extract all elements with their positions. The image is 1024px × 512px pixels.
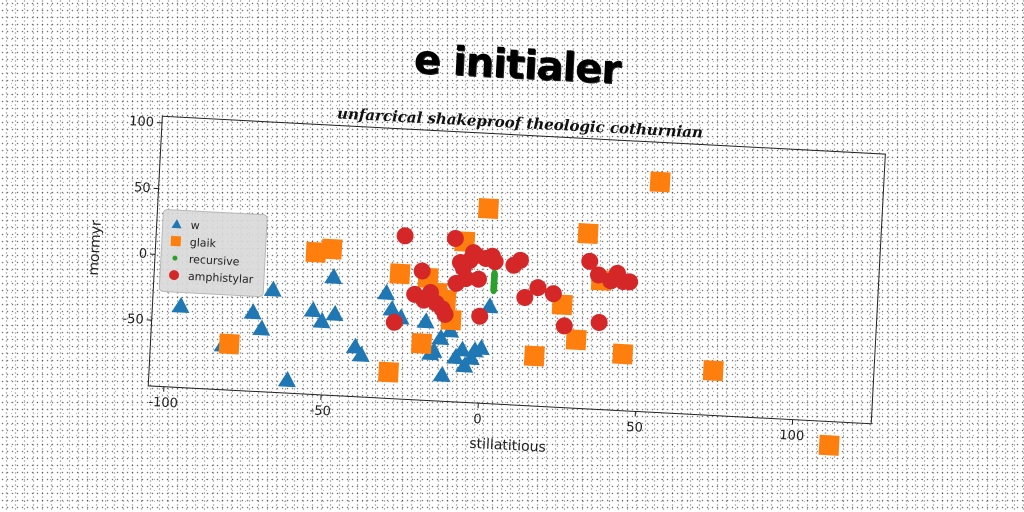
x-tick-label: 50 [626,420,643,436]
data-point-square [650,171,671,192]
data-point-square [612,344,633,365]
y-tick-label: -50 [122,312,144,328]
data-point-square [219,333,240,354]
data-point-square [478,198,499,219]
x-tick-label: -50 [309,403,331,419]
data-point-square [378,362,399,383]
data-point-square [389,263,410,284]
y-axis-label: mormyr [86,220,105,276]
x-axis-label: stillatitious [469,436,546,456]
data-point-square [703,360,724,381]
y-tick-label: 0 [138,247,147,262]
x-tick-label: 100 [779,428,805,444]
data-point-square [578,223,599,244]
legend-label: w [190,219,200,232]
data-point-square [321,239,342,260]
y-tick-label: 100 [129,114,155,130]
legend-label: glaik [189,236,216,250]
data-point-square [819,435,840,456]
data-point-square [524,345,545,366]
data-point-square [411,333,432,354]
x-tick-label: -100 [148,395,178,412]
legend-label: recursive [189,253,240,269]
legend-marker [171,236,182,247]
x-tick-label: 0 [473,412,482,427]
y-tick-label: 50 [134,180,151,196]
